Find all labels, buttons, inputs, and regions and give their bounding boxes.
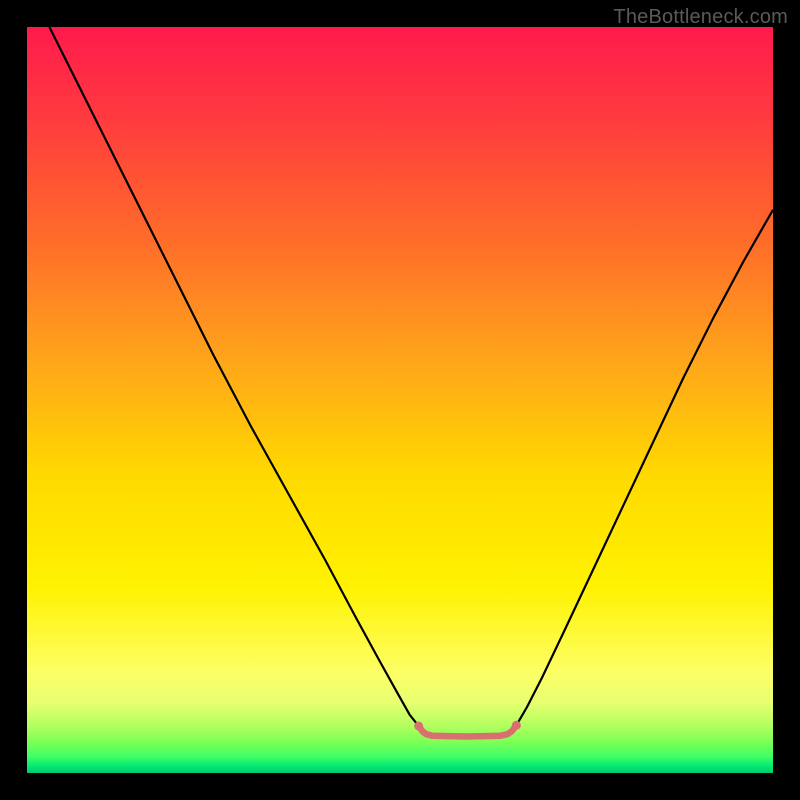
- chart-svg: [0, 0, 800, 800]
- watermark-text: TheBottleneck.com: [613, 6, 788, 29]
- plot-background-gradient: [27, 27, 773, 773]
- optimal-range-marker-left: [414, 722, 423, 731]
- chart-frame: TheBottleneck.com: [0, 0, 800, 800]
- optimal-range-marker-right: [512, 721, 521, 730]
